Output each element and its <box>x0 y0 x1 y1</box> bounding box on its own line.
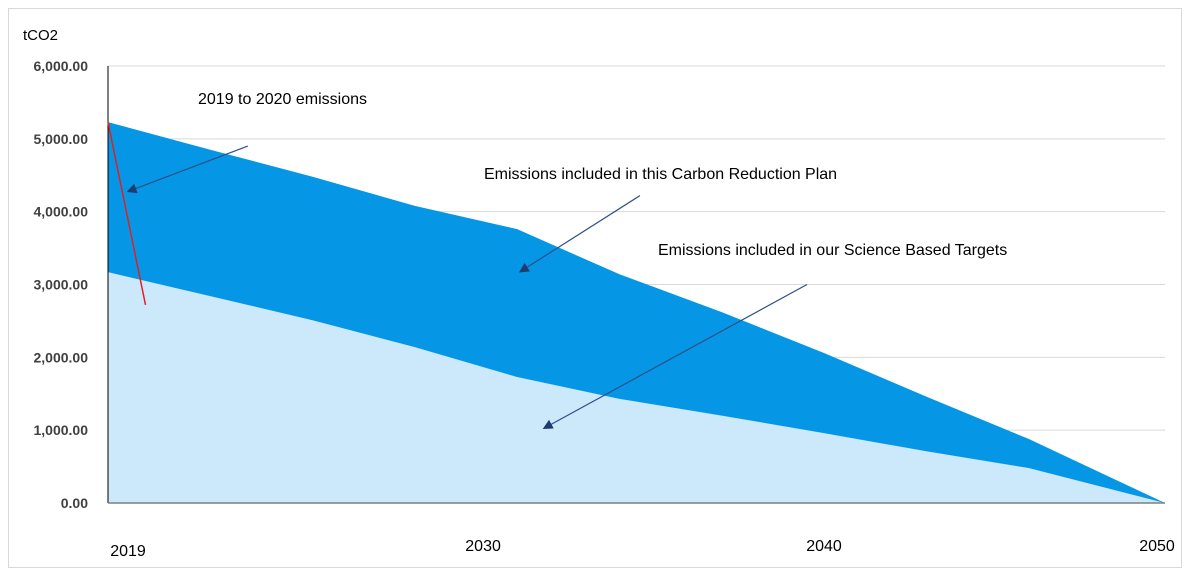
y-tick-label: 4,000.00 <box>34 204 89 220</box>
y-tick-label: 5,000.00 <box>34 131 89 147</box>
y-tick-label: 3,000.00 <box>34 277 89 293</box>
y-tick-label: 6,000.00 <box>34 58 89 74</box>
annotation-text: Emissions included in this Carbon Reduct… <box>484 166 837 183</box>
annotation-arrow <box>542 283 808 429</box>
x-tick-label: 2050 <box>1139 538 1175 555</box>
annotation-text: 2019 to 2020 emissions <box>198 91 367 108</box>
x-tick-label: 2019 <box>110 543 146 560</box>
y-tick-label: 1,000.00 <box>34 422 89 438</box>
annotation-arrow <box>126 145 249 194</box>
y-axis-label: tCO2 <box>23 27 58 44</box>
line-series-2019-2020 <box>107 121 147 306</box>
x-tick-label: 2040 <box>806 538 842 555</box>
annotation-text: Emissions included in our Science Based … <box>658 242 1007 259</box>
area-series-lower <box>108 272 1165 503</box>
annotation-arrow <box>518 195 641 273</box>
x-tick-label: 2030 <box>465 538 501 555</box>
y-tick-label: 0.00 <box>61 495 88 511</box>
y-tick-label: 2,000.00 <box>34 349 89 365</box>
